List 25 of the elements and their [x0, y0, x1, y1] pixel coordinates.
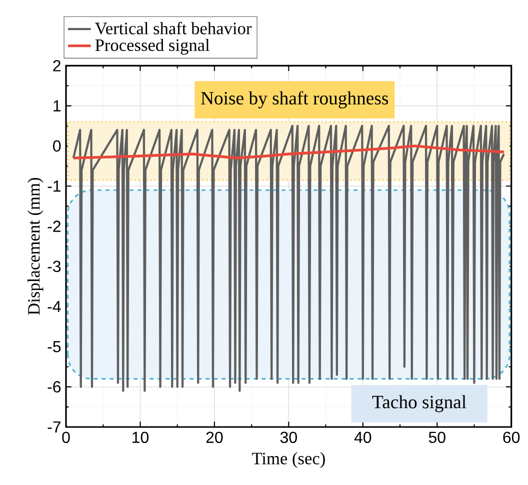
x-tick-label: 10 [132, 432, 149, 444]
x-tick-label: 60 [503, 432, 520, 444]
x-tick-label: 20 [206, 432, 223, 444]
y-tick-label: -6 [48, 381, 61, 392]
band-label: Tacho signal [372, 395, 466, 412]
x-tick-label: 40 [354, 432, 372, 444]
band-label: Noise by shaft roughness [201, 91, 388, 108]
y-tick-label: -7 [48, 421, 60, 432]
y-tick-label: 0 [53, 140, 61, 152]
y-tick-label: 2 [53, 60, 60, 72]
y-tick-label: -3 [48, 260, 61, 272]
legend-label: Processed signal [95, 38, 210, 55]
y-tick-label: -2 [48, 220, 60, 232]
y-axis-title: Displacement (mm) [28, 178, 44, 315]
line-series [72, 124, 505, 392]
x-tick-label: 30 [280, 432, 297, 444]
x-tick-label: 0 [62, 432, 70, 444]
x-axis-title: Time (sec) [252, 452, 325, 468]
legend-label: Vertical shaft behavior [94, 22, 252, 34]
y-tick-label: 1 [54, 100, 61, 112]
line-series [72, 144, 506, 160]
x-tick-label: 50 [428, 432, 446, 444]
y-tick-label: -1 [48, 180, 61, 192]
y-tick-label: -5 [48, 341, 61, 352]
y-tick-label: -4 [48, 301, 61, 312]
